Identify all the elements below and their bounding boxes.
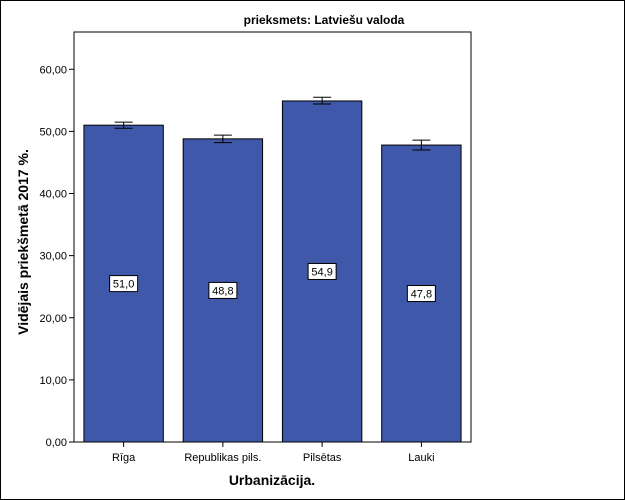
x-tick-label: Rīga	[112, 452, 136, 464]
data-label-text: 51,0	[113, 279, 134, 291]
data-label: 48,8	[208, 281, 238, 299]
chart-title: prieksmets: Latviešu valoda	[244, 13, 405, 27]
data-label-text: 47,8	[411, 289, 432, 301]
data-label: 47,8	[406, 285, 436, 303]
x-axis-label: Urbanizācija.	[229, 472, 315, 488]
x-axis: Rīga Republikas pils. Pilsētas Lauki	[112, 442, 435, 464]
error-bar	[114, 121, 133, 129]
x-tick-label: Republikas pils.	[184, 452, 261, 464]
error-bar	[412, 139, 431, 151]
y-tick-label: 50,00	[39, 126, 67, 138]
x-tick-label: Lauki	[408, 452, 434, 464]
data-label-text: 48,8	[212, 285, 233, 297]
y-tick-label: 40,00	[39, 189, 67, 201]
error-bar	[213, 134, 232, 144]
error-bar	[313, 96, 332, 105]
bars: 51,0 48,8 54,9 47,8	[83, 96, 462, 443]
bar	[381, 144, 462, 443]
y-tick-label: 10,00	[39, 375, 67, 387]
y-axis: 0,00 10,00 20,00 30,00 40,00 50,00 60,00	[39, 64, 74, 449]
y-tick-label: 30,00	[39, 251, 67, 263]
y-axis-label: Vidējais priekšmetā 2017 %.	[15, 149, 31, 335]
y-tick-label: 0,00	[46, 437, 67, 449]
data-label-text: 54,9	[311, 266, 332, 278]
x-tick-label: Pilsētas	[303, 452, 342, 464]
data-label: 54,9	[307, 262, 337, 280]
y-tick-label: 60,00	[39, 64, 67, 76]
data-label: 51,0	[109, 275, 139, 293]
y-tick-label: 20,00	[39, 313, 67, 325]
